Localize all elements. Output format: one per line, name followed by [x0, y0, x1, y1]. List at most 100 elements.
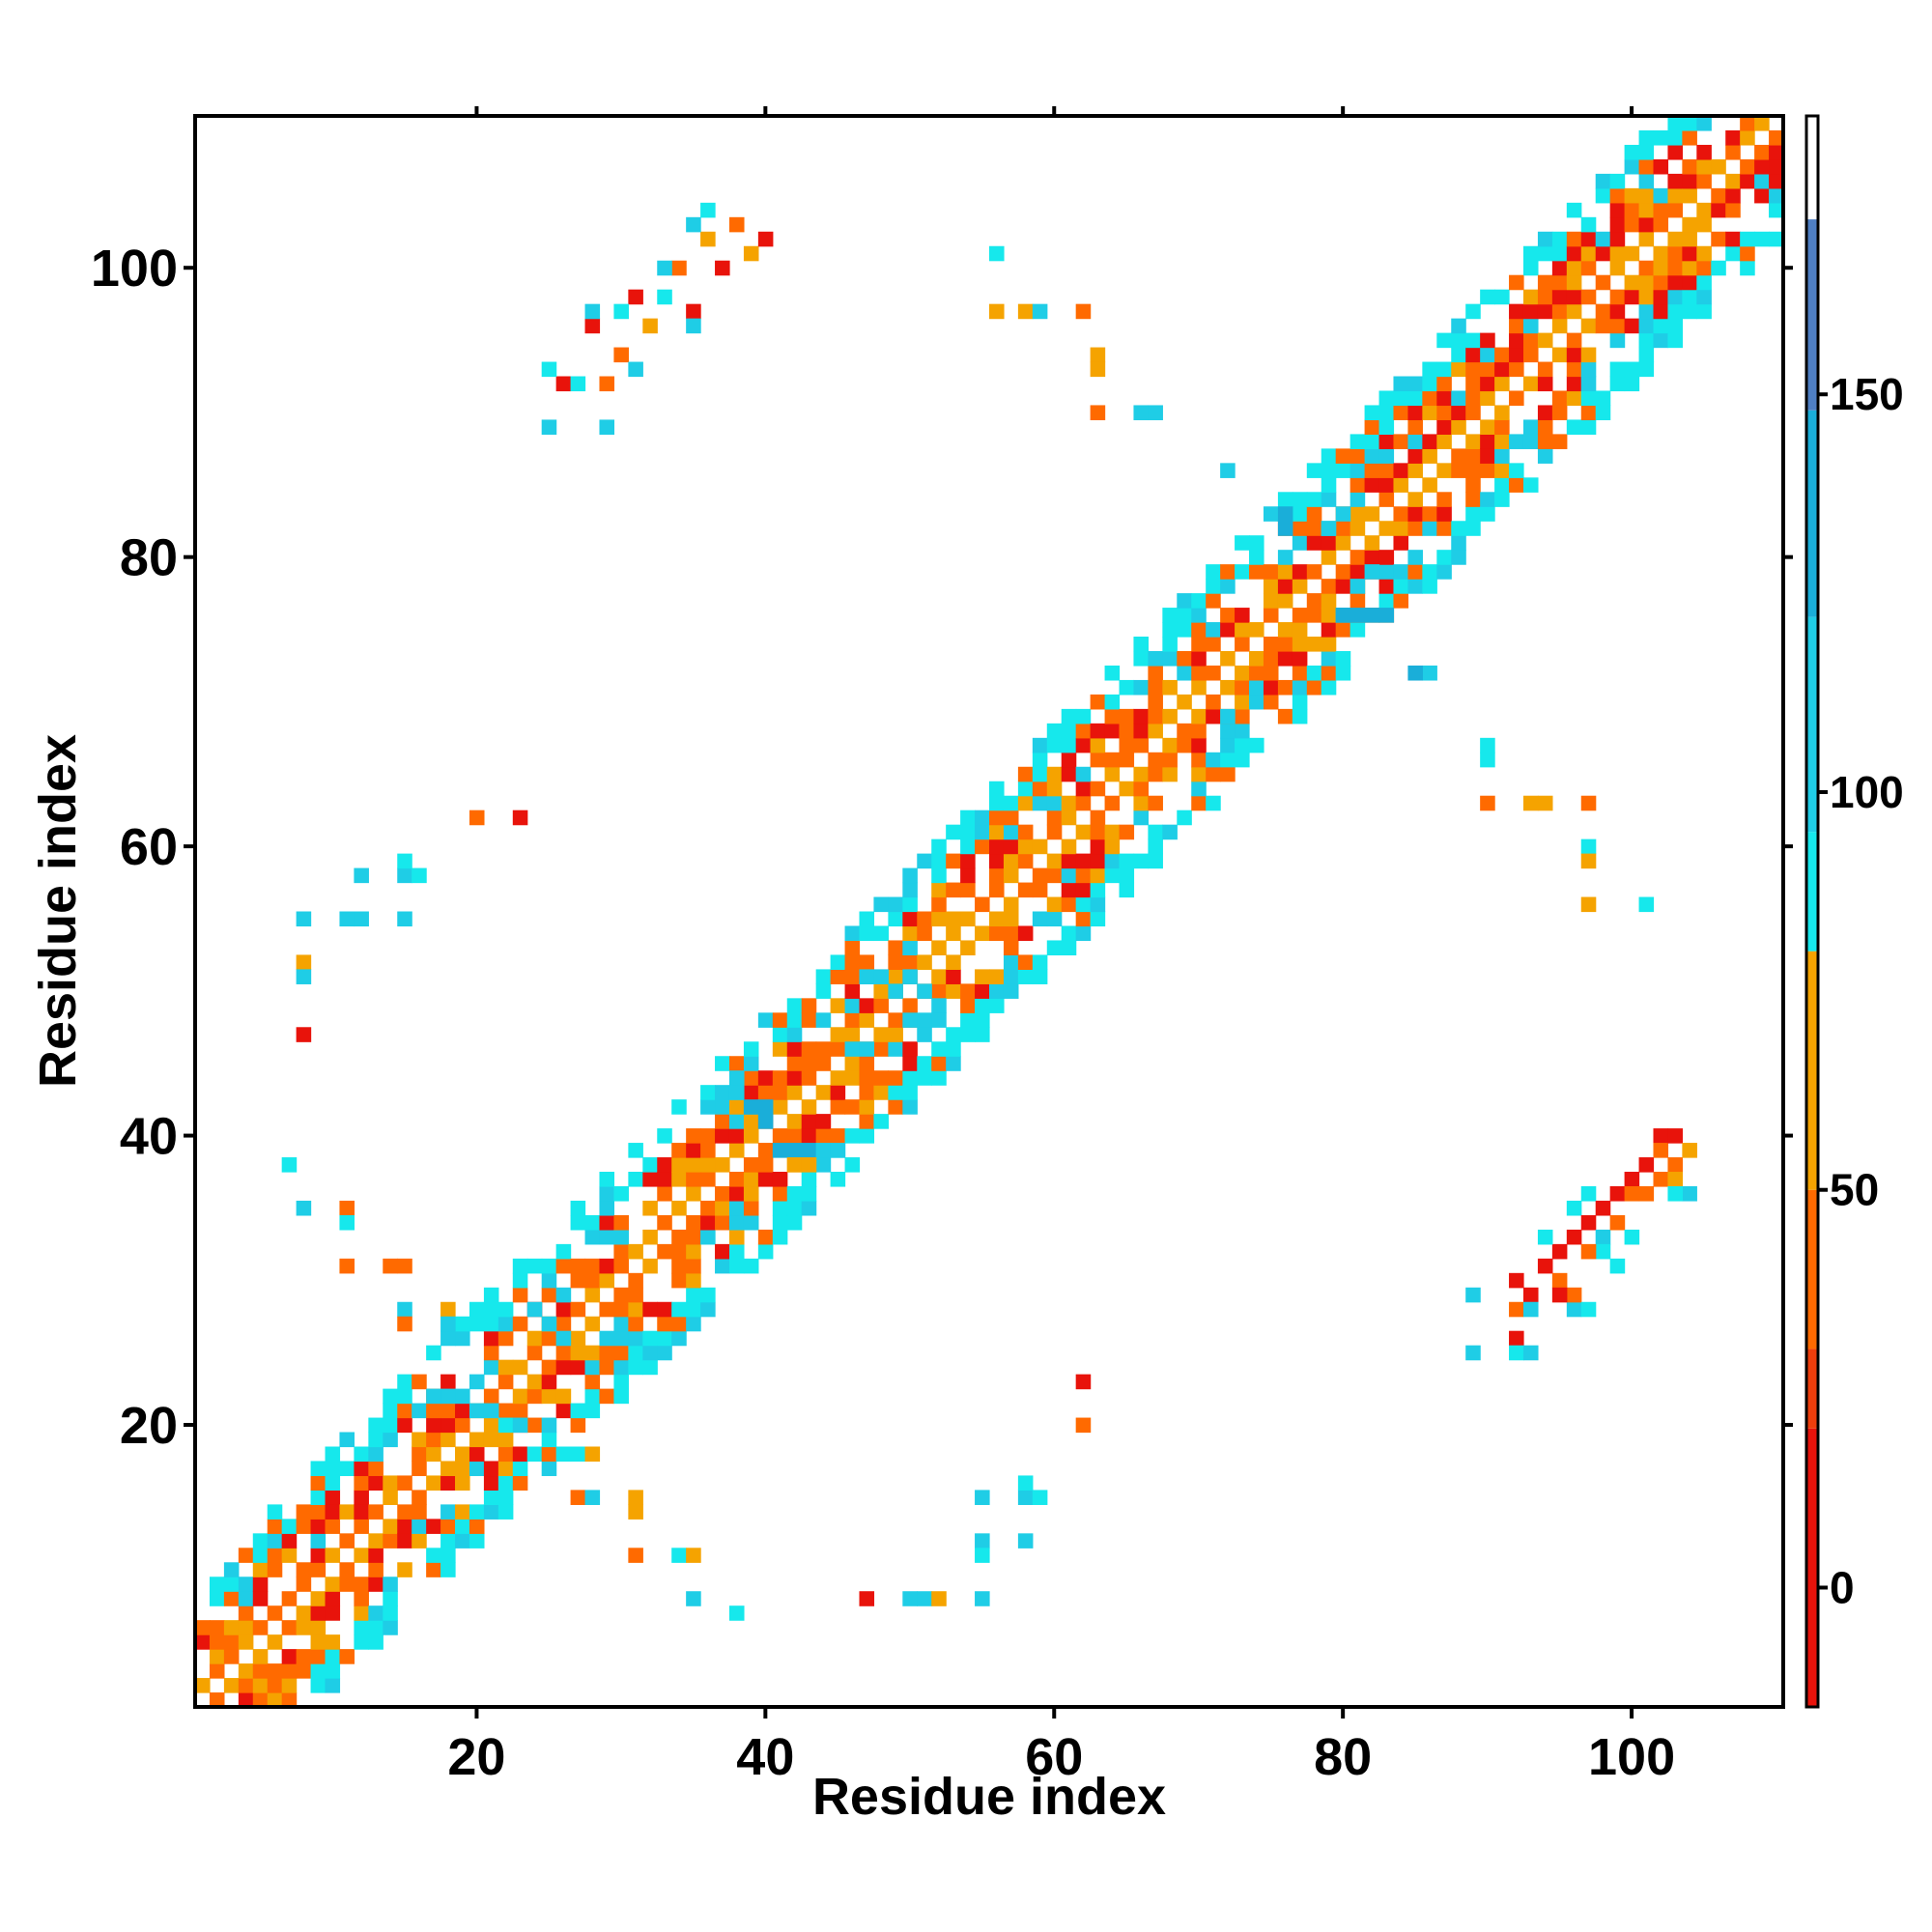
- heatmap-cell: [1335, 506, 1351, 522]
- heatmap-cell: [1609, 245, 1626, 262]
- heatmap-cell: [728, 1185, 745, 1202]
- heatmap-cell: [397, 1388, 412, 1405]
- heatmap-cell: [310, 1519, 327, 1534]
- heatmap-cell: [657, 1301, 672, 1318]
- heatmap-cell: [541, 1388, 557, 1405]
- heatmap-cell: [1017, 781, 1034, 797]
- heatmap-cell: [772, 1143, 788, 1158]
- heatmap-cell: [1148, 838, 1163, 855]
- heatmap-cell: [686, 216, 701, 233]
- heatmap-cell: [772, 1172, 788, 1187]
- heatmap-cell: [1003, 954, 1019, 970]
- heatmap-cell: [1551, 318, 1568, 334]
- heatmap-cell: [412, 1490, 427, 1505]
- heatmap-cell: [1191, 752, 1207, 768]
- heatmap-cell: [859, 911, 875, 927]
- heatmap-cell: [1725, 187, 1741, 204]
- heatmap-cell: [223, 1620, 240, 1635]
- heatmap-cell: [1566, 260, 1582, 276]
- heatmap-cell: [368, 1562, 384, 1577]
- heatmap-cell: [960, 824, 976, 840]
- heatmap-cell: [325, 1634, 341, 1650]
- heatmap-cell: [1003, 838, 1019, 855]
- heatmap-cell: [1667, 260, 1683, 276]
- heatmap-cell: [1119, 708, 1135, 724]
- heatmap-cell: [383, 1519, 398, 1534]
- heatmap-cell: [1206, 579, 1221, 594]
- heatmap-cell: [801, 1200, 817, 1216]
- heatmap-cell: [455, 1316, 470, 1332]
- heatmap-cell: [902, 1041, 918, 1057]
- heatmap-cell: [1249, 650, 1264, 667]
- heatmap-cell: [1104, 838, 1121, 855]
- heatmap-cell: [830, 969, 846, 984]
- heatmap-cell: [1292, 492, 1308, 507]
- heatmap-cell: [541, 1432, 557, 1448]
- heatmap-cell: [1465, 521, 1481, 536]
- heatmap-cell: [1522, 1345, 1539, 1361]
- heatmap-cell: [671, 1330, 687, 1347]
- heatmap-cell: [801, 1114, 817, 1129]
- heatmap-cell: [715, 260, 730, 276]
- heatmap-cell: [657, 289, 672, 305]
- heatmap-cell: [1306, 521, 1322, 536]
- heatmap-cell: [354, 1446, 369, 1463]
- heatmap-cell: [815, 1157, 832, 1173]
- heatmap-cell: [1090, 347, 1106, 363]
- heatmap-cell: [859, 1099, 875, 1115]
- heatmap-cell: [455, 1388, 470, 1405]
- heatmap-cell: [1032, 838, 1048, 855]
- heatmap-cell: [1595, 187, 1611, 204]
- heatmap-cell: [1537, 289, 1553, 305]
- heatmap-cell: [1003, 911, 1019, 927]
- heatmap-cell: [1682, 216, 1697, 233]
- heatmap-cell: [397, 1403, 412, 1419]
- heatmap-cell: [917, 954, 932, 970]
- heatmap-cell: [1393, 434, 1409, 449]
- heatmap-cell: [613, 1330, 629, 1347]
- heatmap-cell: [1292, 622, 1308, 638]
- heatmap-cell: [1335, 579, 1351, 594]
- heatmap-cell: [844, 954, 861, 970]
- heatmap-cell: [1148, 723, 1163, 739]
- heatmap-cell: [1104, 795, 1121, 811]
- heatmap-cell: [686, 318, 701, 334]
- heatmap-cell: [1740, 158, 1755, 175]
- heatmap-cell: [888, 1041, 903, 1057]
- heatmap-cell: [1407, 405, 1423, 421]
- heatmap-cell: [541, 1417, 557, 1434]
- heatmap-cell: [1119, 882, 1135, 898]
- heatmap-cell: [989, 303, 1005, 320]
- heatmap-cell: [801, 1056, 817, 1071]
- heatmap-cell: [1537, 434, 1553, 449]
- heatmap-cell: [859, 1056, 875, 1071]
- heatmap-cell: [440, 1432, 456, 1448]
- heatmap-cell: [1551, 274, 1568, 291]
- heatmap-cell: [873, 1085, 889, 1100]
- heatmap-cell: [1740, 173, 1755, 189]
- heatmap-cell: [628, 1548, 643, 1563]
- heatmap-cell: [1480, 752, 1495, 768]
- heatmap-cell: [1090, 853, 1106, 869]
- heatmap-cell: [772, 1229, 788, 1245]
- heatmap-cell: [960, 983, 976, 999]
- heatmap-cell: [931, 969, 947, 984]
- heatmap-cell: [1075, 723, 1092, 739]
- heatmap-cell: [1522, 1287, 1539, 1303]
- heatmap-cell: [686, 1157, 701, 1173]
- heatmap-cell: [526, 1301, 543, 1318]
- heatmap-cell: [526, 1258, 543, 1274]
- heatmap-cell: [1696, 303, 1712, 320]
- heatmap-cell: [1119, 824, 1135, 840]
- colorbar-frame: [1804, 114, 1820, 1709]
- heatmap-cell: [383, 1432, 398, 1448]
- heatmap-cell: [368, 1417, 384, 1434]
- heatmap-cell: [1653, 187, 1669, 204]
- heatmap-cell: [1682, 116, 1697, 131]
- colorbar-band: [1806, 951, 1818, 1190]
- heatmap-cell: [570, 1345, 586, 1361]
- heatmap-cell: [497, 1461, 514, 1477]
- heatmap-cell: [1624, 289, 1640, 305]
- heatmap-cell: [1465, 303, 1481, 320]
- heatmap-cell: [1609, 289, 1626, 305]
